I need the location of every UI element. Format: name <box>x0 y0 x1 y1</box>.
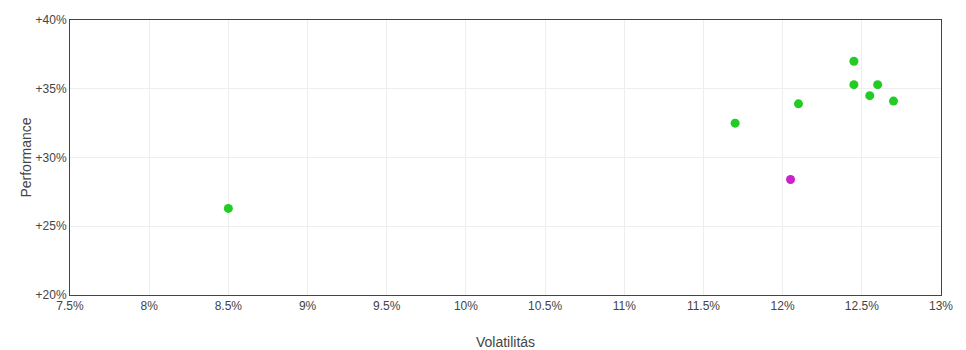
svg-text:+25%: +25% <box>36 219 67 233</box>
svg-text:8.5%: 8.5% <box>215 299 243 313</box>
svg-text:+30%: +30% <box>36 151 67 165</box>
svg-text:10%: 10% <box>454 299 478 313</box>
svg-text:Volatilitás: Volatilitás <box>476 334 535 350</box>
svg-text:12%: 12% <box>771 299 795 313</box>
svg-text:9%: 9% <box>299 299 317 313</box>
svg-text:+35%: +35% <box>36 82 67 96</box>
svg-text:11.5%: 11.5% <box>687 299 720 313</box>
svg-text:13%: 13% <box>929 299 953 313</box>
svg-text:9.5%: 9.5% <box>373 299 401 313</box>
svg-text:8%: 8% <box>141 299 159 313</box>
svg-text:+20%: +20% <box>36 288 67 302</box>
svg-text:11%: 11% <box>613 299 636 313</box>
svg-text:10.5%: 10.5% <box>528 299 562 313</box>
svg-text:7.5%: 7.5% <box>56 299 84 313</box>
svg-text:+40%: +40% <box>36 13 67 27</box>
svg-text:Performance: Performance <box>18 117 34 197</box>
svg-text:12.5%: 12.5% <box>845 299 879 313</box>
